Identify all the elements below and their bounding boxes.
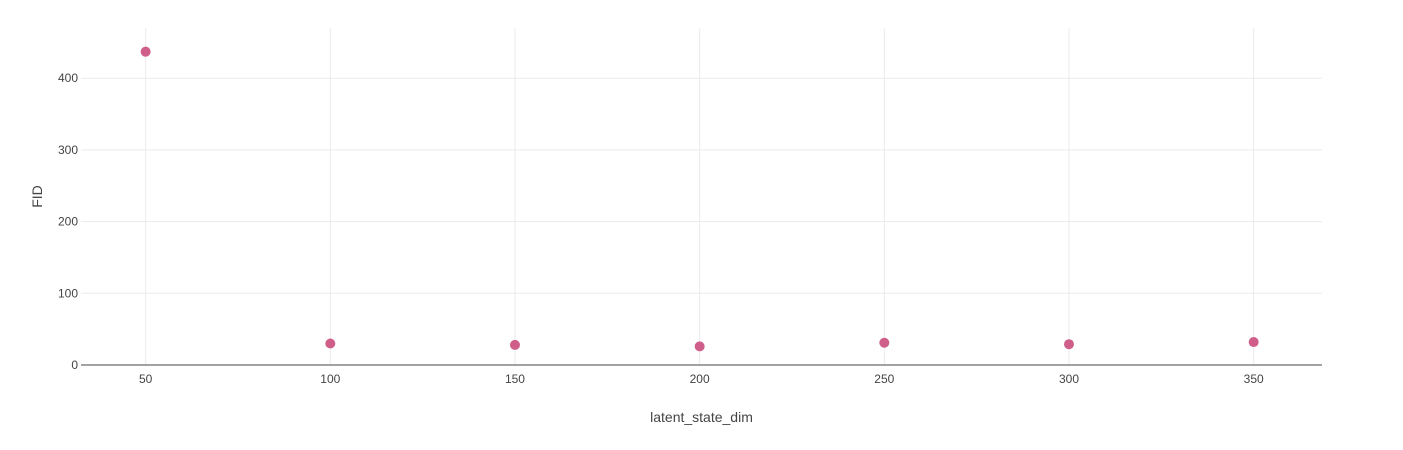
data-point[interactable] xyxy=(1063,339,1074,350)
data-point[interactable] xyxy=(509,339,520,350)
y-tick-label: 200 xyxy=(58,215,78,229)
x-tick-label: 200 xyxy=(690,372,710,386)
y-tick-labels: 0 100 200 300 400 xyxy=(58,71,78,372)
y-tick-label: 300 xyxy=(58,143,78,157)
x-tick-label: 150 xyxy=(505,372,525,386)
y-tick-label: 0 xyxy=(71,358,78,372)
x-axis-title: latent_state_dim xyxy=(650,409,753,425)
data-point[interactable] xyxy=(879,337,890,348)
data-point[interactable] xyxy=(1248,337,1259,348)
x-tick-labels: 50 100 150 200 250 300 350 xyxy=(139,372,1264,386)
x-tick-label: 350 xyxy=(1244,372,1264,386)
y-tick-label: 400 xyxy=(58,71,78,85)
y-axis-title: FID xyxy=(29,185,45,208)
x-tick-label: 100 xyxy=(320,372,340,386)
x-tick-label: 50 xyxy=(139,372,153,386)
data-point[interactable] xyxy=(325,338,336,349)
gridlines xyxy=(81,28,1322,365)
x-tick-label: 250 xyxy=(874,372,894,386)
data-point[interactable] xyxy=(694,341,705,352)
y-tick-label: 100 xyxy=(58,286,78,300)
data-point[interactable] xyxy=(140,46,151,57)
data-points xyxy=(140,46,1259,352)
x-tick-label: 300 xyxy=(1059,372,1079,386)
